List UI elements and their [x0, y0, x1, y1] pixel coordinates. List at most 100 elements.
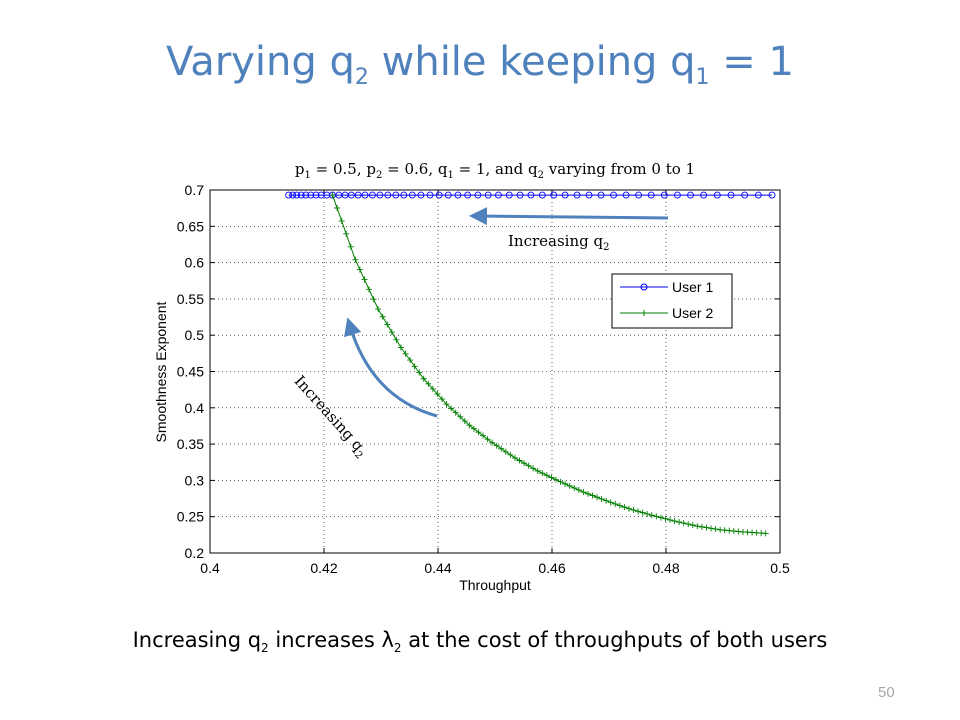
data-point-user-1 — [494, 191, 502, 199]
y-tick-label: 0.4 — [185, 400, 205, 416]
data-point-user-2 — [694, 523, 701, 530]
data-point-user-2 — [703, 524, 710, 531]
data-point-user-2 — [557, 478, 564, 485]
series-layer — [285, 191, 776, 537]
data-point-user-2 — [516, 457, 523, 464]
y-axis-label: Smoothness Exponent — [153, 301, 169, 442]
data-point-user-2 — [594, 494, 601, 501]
data-point-user-2 — [666, 516, 673, 523]
data-point-user-2 — [502, 448, 509, 455]
legend-label-user-2: User 2 — [672, 305, 713, 321]
legend-marker-user-1 — [640, 283, 648, 291]
data-point-user-2 — [635, 508, 642, 515]
data-point-user-2 — [680, 520, 687, 527]
data-point-user-2 — [411, 363, 418, 370]
data-point-user-2 — [498, 445, 505, 452]
data-point-user-2 — [402, 350, 409, 357]
data-point-user-2 — [452, 409, 459, 416]
data-point-user-2 — [639, 509, 646, 516]
x-tick-label: 0.48 — [652, 560, 679, 576]
chart-subtitle: p1 = 0.5, p2 = 0.6, q1 = 1, and q2 varyi… — [294, 160, 696, 181]
data-point-user-2 — [566, 482, 573, 489]
arrow-left — [344, 317, 438, 418]
y-tick-label: 0.35 — [177, 436, 204, 452]
data-point-user-2 — [621, 504, 628, 511]
data-point-user-1 — [312, 191, 320, 199]
data-point-user-1 — [754, 191, 762, 199]
data-point-user-2 — [671, 518, 678, 525]
data-point-user-1 — [538, 191, 546, 199]
data-point-user-2 — [607, 499, 614, 506]
data-point-user-2 — [489, 439, 496, 446]
data-point-user-2 — [375, 306, 382, 313]
data-point-user-1 — [713, 191, 721, 199]
data-point-user-2 — [388, 329, 395, 336]
data-point-user-2 — [653, 513, 660, 520]
x-tick-label: 0.44 — [424, 560, 451, 576]
data-point-user-2 — [448, 405, 455, 412]
data-point-user-2 — [416, 369, 423, 376]
data-point-user-1 — [741, 191, 749, 199]
x-tick-label: 0.46 — [538, 560, 565, 576]
data-point-user-2 — [461, 418, 468, 425]
x-axis-label: Throughput — [459, 577, 531, 593]
slide-title: Varying q2 while keeping q1 = 1 — [166, 39, 794, 90]
legend: User 1 User 2 — [611, 273, 733, 329]
data-point-user-2 — [534, 467, 541, 474]
slide-caption: Increasing q2 increases λ2 at the cost o… — [132, 628, 828, 656]
data-point-user-2 — [425, 380, 432, 387]
data-point-user-2 — [366, 286, 373, 293]
data-point-user-1 — [610, 191, 618, 199]
data-point-user-1 — [635, 191, 643, 199]
data-point-user-2 — [438, 396, 445, 403]
data-point-user-1 — [384, 191, 392, 199]
data-point-user-2 — [580, 489, 587, 496]
x-tick-label: 0.42 — [310, 560, 337, 576]
data-point-user-2 — [407, 357, 414, 364]
data-point-user-2 — [329, 192, 336, 199]
data-point-user-1 — [369, 191, 376, 199]
data-point-user-2 — [708, 525, 715, 532]
data-point-user-1 — [573, 191, 581, 199]
data-point-user-2 — [630, 507, 637, 514]
data-point-user-1 — [293, 191, 301, 199]
annotation-increasing-q2-top: Increasing q2 — [508, 232, 610, 253]
data-point-user-2 — [662, 515, 669, 522]
arrow-top — [469, 207, 669, 226]
data-point-user-1 — [444, 191, 452, 199]
data-point-user-1 — [527, 191, 535, 199]
data-point-user-1 — [474, 191, 482, 199]
data-point-user-1 — [361, 191, 369, 199]
data-point-user-1 — [464, 191, 472, 199]
data-point-user-2 — [356, 266, 363, 273]
data-point-user-2 — [343, 230, 350, 237]
data-point-user-1 — [585, 191, 593, 199]
data-point-user-2 — [562, 480, 569, 487]
data-point-user-2 — [429, 385, 436, 392]
y-tick-label: 0.25 — [177, 509, 204, 525]
data-point-user-2 — [493, 442, 500, 449]
data-point-user-1 — [484, 191, 492, 199]
grid — [210, 190, 780, 553]
data-point-user-1 — [297, 191, 305, 199]
data-point-user-2 — [698, 523, 705, 530]
y-tick-label: 0.3 — [185, 472, 205, 488]
data-point-user-1 — [673, 191, 681, 199]
data-point-user-2 — [657, 514, 664, 521]
data-point-user-1 — [700, 191, 708, 199]
data-point-user-1 — [597, 191, 605, 199]
data-point-user-2 — [648, 512, 655, 519]
data-point-user-2 — [352, 256, 359, 263]
data-point-user-1 — [426, 191, 434, 199]
data-point-user-1 — [417, 191, 425, 199]
data-point-user-2 — [543, 472, 550, 479]
x-tick-label: 0.5 — [770, 560, 790, 576]
data-point-user-1 — [400, 191, 408, 199]
legend-marker-user-2 — [641, 310, 647, 316]
data-point-user-2 — [511, 454, 518, 461]
data-point-user-1 — [408, 191, 416, 199]
data-point-user-2 — [480, 432, 487, 439]
data-point-user-2 — [689, 522, 696, 529]
data-point-user-2 — [548, 474, 555, 481]
